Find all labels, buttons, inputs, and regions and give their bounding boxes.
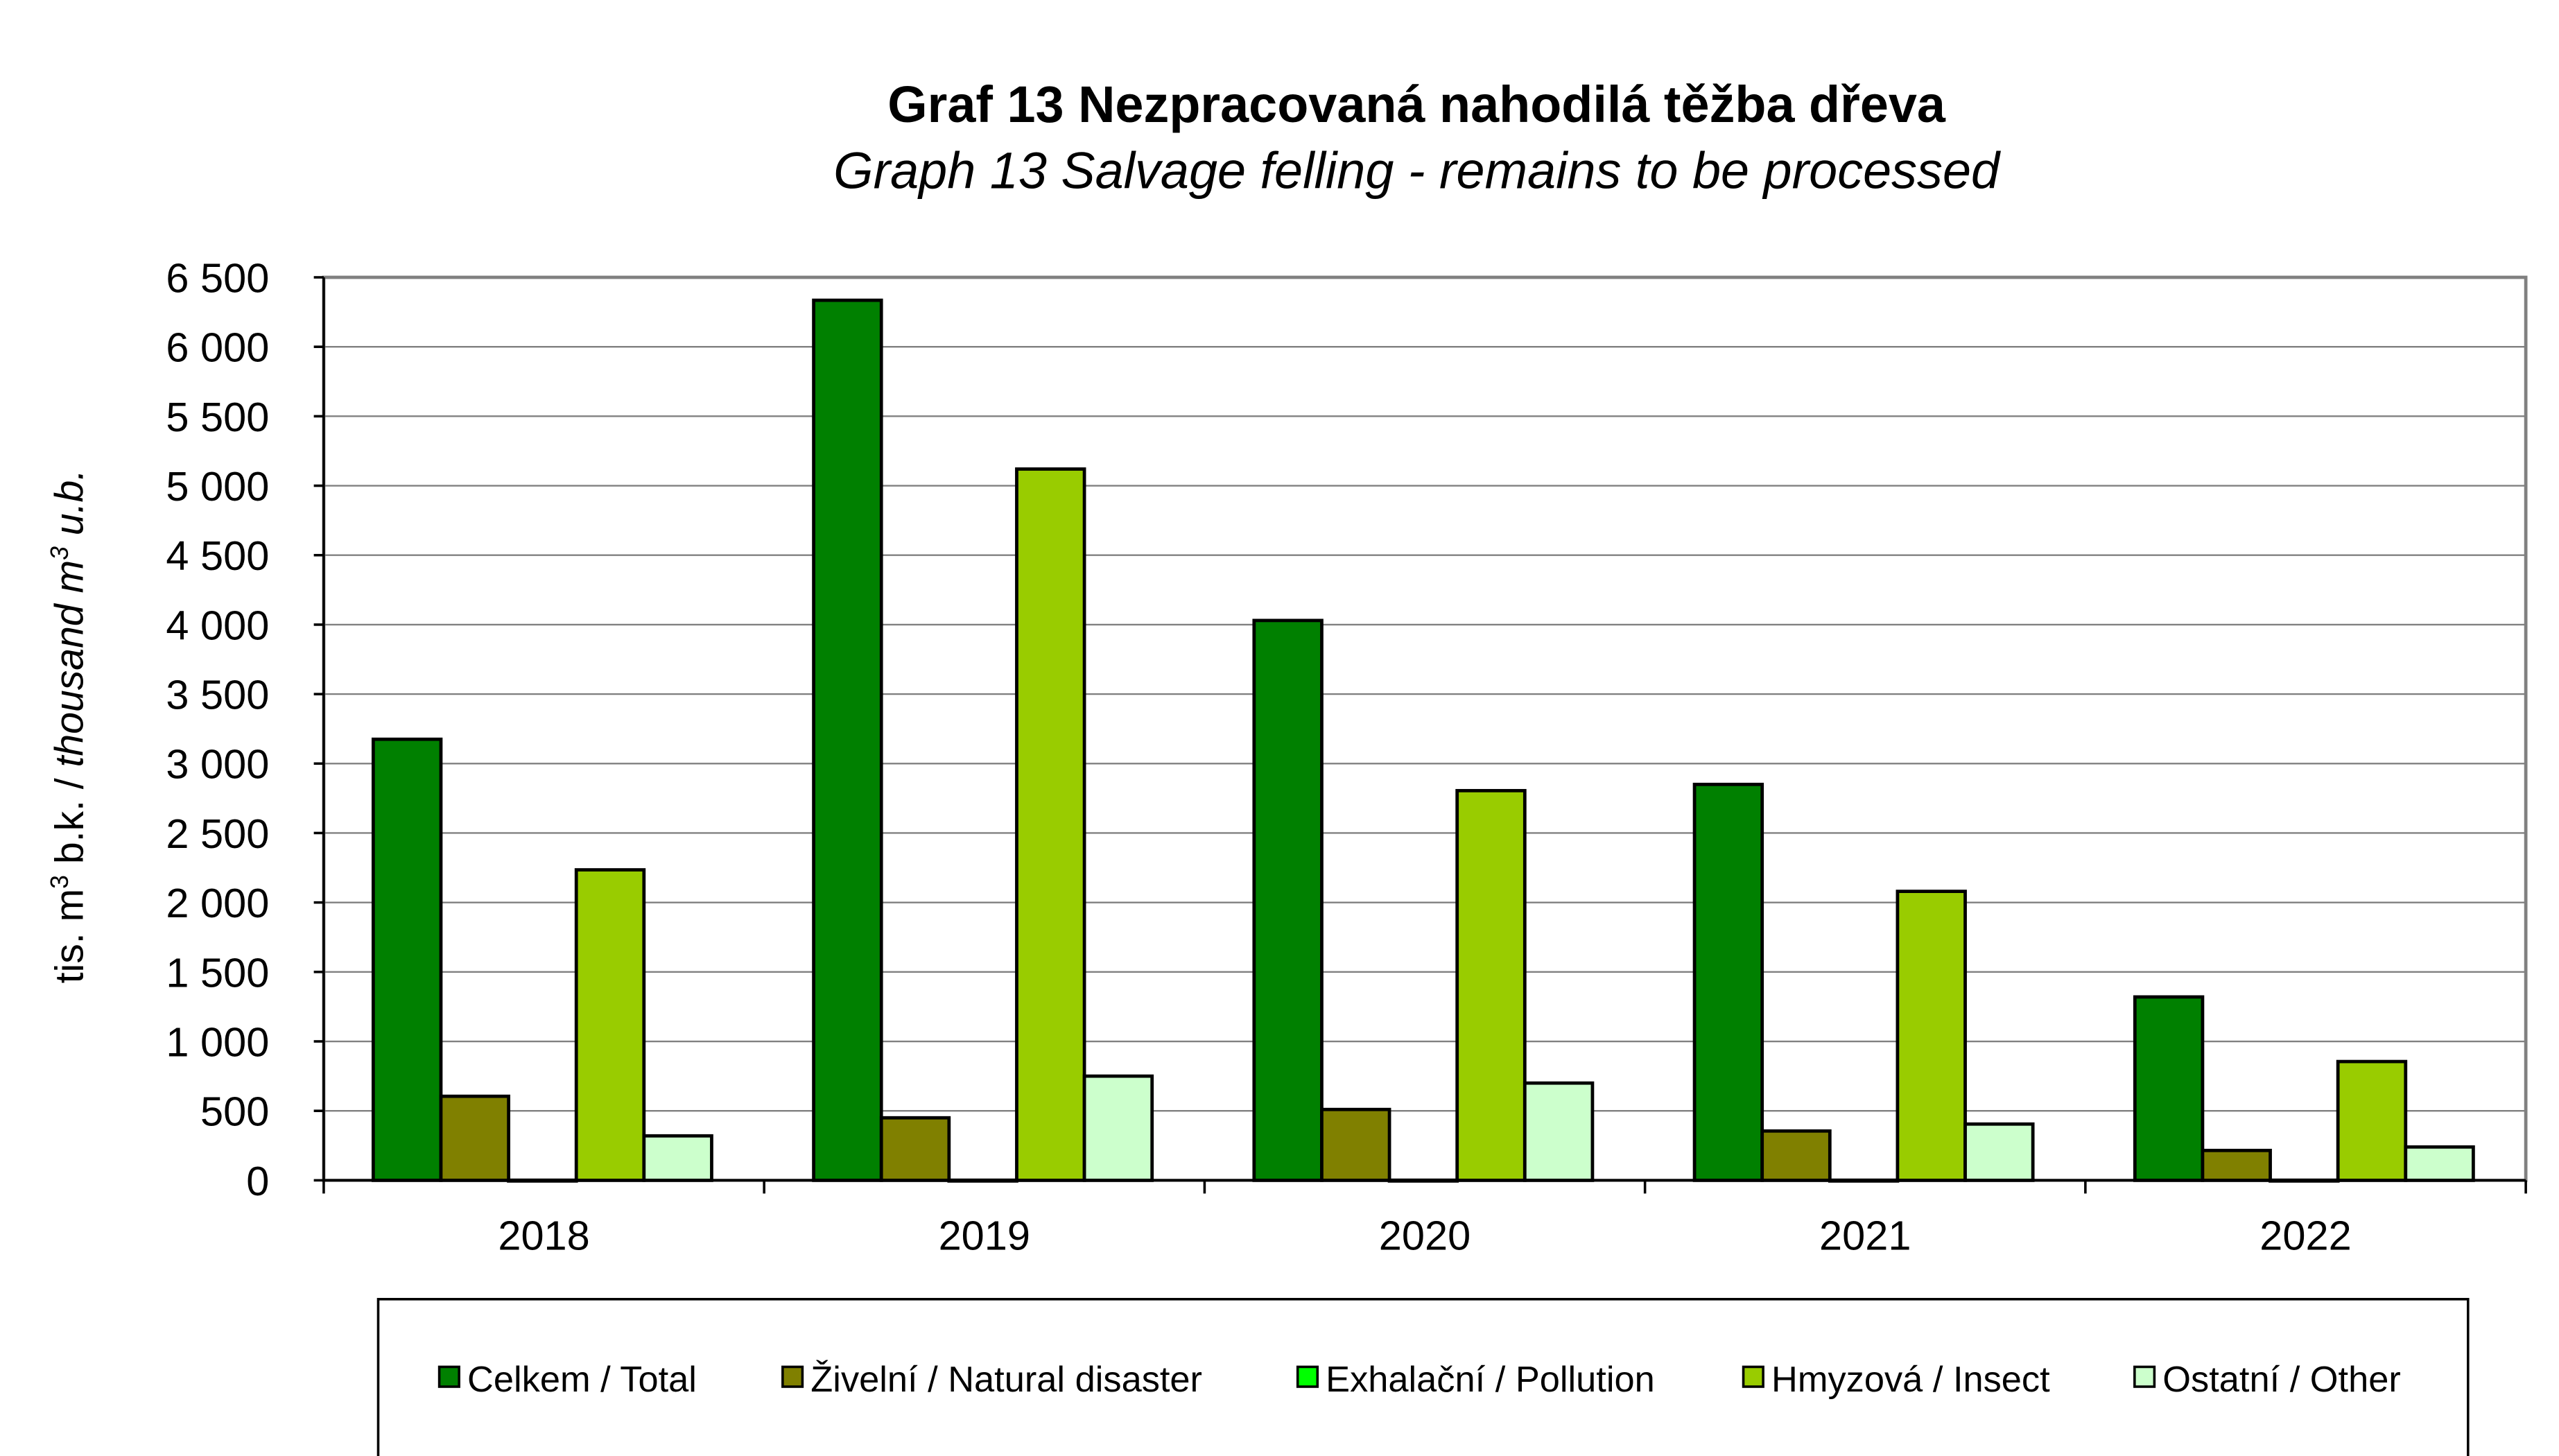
- chart-subtitle: Graph 13 Salvage felling - remains to be…: [833, 141, 2001, 199]
- bar: [2404, 1145, 2475, 1182]
- bar: [371, 737, 443, 1182]
- legend-label: Celkem / Total: [467, 1360, 697, 1400]
- bar: [642, 1134, 713, 1182]
- bar: [439, 1094, 510, 1182]
- bar: [1760, 1129, 1832, 1182]
- legend-swatch: [2133, 1365, 2156, 1388]
- legend-swatch: [1296, 1365, 1319, 1388]
- bar: [1963, 1122, 2035, 1182]
- legend-label: Hmyzová / Insect: [1771, 1360, 2050, 1400]
- bar: [1252, 618, 1324, 1182]
- x-tick-label: 2021: [1819, 1212, 1911, 1258]
- y-tick-label: 5 000: [166, 463, 269, 510]
- bar: [2336, 1059, 2408, 1182]
- bar: [2133, 995, 2205, 1182]
- y-axis-label: tis. m3 b.k. / thousand m3 u.b.: [46, 469, 92, 983]
- x-tick-label: 2022: [2259, 1212, 2351, 1258]
- y-tick-label: 5 500: [166, 394, 269, 440]
- legend-box: [376, 1298, 2470, 1456]
- bar: [1896, 890, 1967, 1182]
- bar: [812, 298, 883, 1182]
- chart-title: Graf 13 Nezpracovaná nahodilá těžba dřev…: [887, 76, 1946, 133]
- gridlines: [323, 345, 2526, 1112]
- y-tick-label: 500: [200, 1089, 269, 1135]
- bar: [1320, 1107, 1391, 1182]
- legend-swatch: [1742, 1365, 1764, 1388]
- y-tick-label: 4 500: [166, 532, 269, 579]
- y-tick-label: 6 500: [166, 254, 269, 301]
- legend: Celkem / Total Živelní / Natural disaster…: [437, 1360, 2401, 1400]
- y-tick-label: 2 500: [166, 811, 269, 857]
- x-tick-label: 2018: [498, 1212, 589, 1258]
- y-tick-label: 2 000: [166, 880, 269, 926]
- bar: [574, 868, 646, 1182]
- legend-label: Živelní / Natural disaster: [810, 1360, 1202, 1400]
- y-tick-label: 3 000: [166, 741, 269, 788]
- y-tick-label: 1 500: [166, 949, 269, 996]
- y-tick-label: 1 000: [166, 1019, 269, 1065]
- y-tick-label: 0: [246, 1158, 269, 1204]
- bar: [1692, 782, 1764, 1182]
- bar: [879, 1116, 951, 1182]
- bar: [2201, 1148, 2272, 1182]
- bars: [371, 298, 2475, 1183]
- bar: [1523, 1081, 1595, 1182]
- x-tick-label: 2020: [1379, 1212, 1471, 1258]
- legend-label: Ostatní / Other: [2162, 1360, 2400, 1400]
- bar: [1015, 467, 1086, 1182]
- legend-label: Exhalační / Pollution: [1326, 1360, 1655, 1400]
- legend-swatch: [437, 1365, 460, 1388]
- legend-swatch: [781, 1365, 804, 1388]
- y-tick-label: 6 000: [166, 324, 269, 371]
- x-tick-label: 2019: [939, 1212, 1030, 1258]
- bar: [1082, 1074, 1154, 1182]
- y-tick-label: 4 000: [166, 602, 269, 648]
- y-tick-label: 3 500: [166, 672, 269, 718]
- bar: [1455, 788, 1527, 1182]
- axes: 0 500 1 000 1 500 2 000 2 500 3 000 3 500 4 000 4…: [166, 254, 2527, 1258]
